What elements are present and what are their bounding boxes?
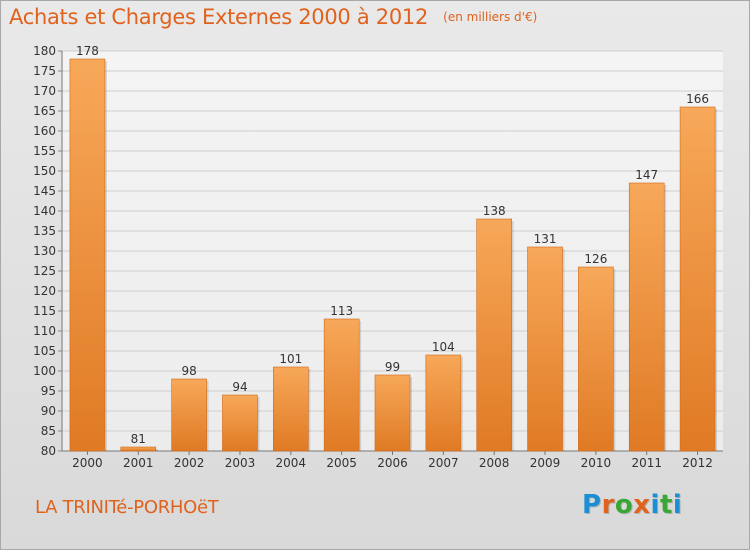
x-tick-label: 2006 [377,456,408,470]
x-tick-label: 2010 [581,456,612,470]
bar-value-label: 81 [131,432,146,446]
bar-value-label: 94 [232,380,247,394]
chart-title: Achats et Charges Externes 2000 à 2012 (… [9,5,537,29]
brand-letter: o [614,490,634,520]
x-tick-label: 2000 [72,456,103,470]
x-tick-label: 2009 [530,456,561,470]
bar [578,266,614,452]
bar [323,318,360,452]
place-name: LA TRINITé-PORHOëT [35,497,219,518]
brand-letter: r [601,490,615,520]
bar [222,394,258,452]
brand-letter: P [582,490,602,520]
bar-value-label: 113 [330,304,353,318]
y-tick-label: 115 [33,304,56,318]
x-tick-label: 2001 [123,456,154,470]
bar [628,182,665,452]
y-tick-label: 110 [33,324,56,338]
chart-unit-note: (en milliers d'€) [443,10,538,24]
bar-value-label: 98 [181,364,196,378]
bar [120,446,157,452]
x-tick-label: 2011 [631,456,662,470]
bar-value-label: 131 [534,232,557,246]
x-tick-label: 2007 [428,456,459,470]
bar-value-label: 126 [584,252,607,266]
x-tick-label: 2012 [682,456,713,470]
bar [425,354,462,452]
bar [273,366,309,452]
bar [374,374,411,452]
y-tick-label: 105 [33,344,56,358]
y-tick-label: 170 [33,84,56,98]
y-tick-label: 120 [33,284,56,298]
y-tick-label: 90 [41,404,56,418]
y-tick-label: 175 [33,64,56,78]
bar-value-label: 104 [432,340,455,354]
chart-title-text: Achats et Charges Externes 2000 à 2012 [9,5,429,29]
y-tick-label: 165 [33,104,56,118]
x-tick-label: 2002 [174,456,205,470]
x-tick-label: 2008 [479,456,510,470]
y-tick-label: 85 [41,424,56,438]
bar-value-label: 178 [76,44,99,58]
x-tick-label: 2003 [225,456,256,470]
bar [69,58,106,452]
brand-letter: i [672,490,683,520]
bar [527,246,563,452]
y-tick-label: 125 [33,264,56,278]
y-tick-label: 180 [33,44,56,58]
bar [679,106,716,452]
y-tick-label: 145 [33,184,56,198]
y-tick-label: 135 [33,224,56,238]
y-tick-label: 155 [33,144,56,158]
bar-value-label: 147 [635,168,658,182]
bar-value-label: 99 [385,360,400,374]
x-tick-label: 2004 [276,456,307,470]
y-tick-label: 80 [41,444,56,458]
brand-logo: Proxiti [582,490,682,520]
y-tick-label: 100 [33,364,56,378]
y-tick-label: 150 [33,164,56,178]
bar [171,378,207,452]
bar-value-label: 138 [483,204,506,218]
bar-value-label: 166 [686,92,709,106]
y-tick-label: 160 [33,124,56,138]
bar [476,218,512,452]
brand-letter: t [659,490,673,520]
brand-letter: i [650,490,660,520]
y-tick-label: 140 [33,204,56,218]
bar-value-label: 101 [279,352,302,366]
brand-letter: x [633,490,651,520]
y-tick-label: 130 [33,244,56,258]
y-tick-label: 95 [41,384,56,398]
x-tick-label: 2005 [326,456,357,470]
